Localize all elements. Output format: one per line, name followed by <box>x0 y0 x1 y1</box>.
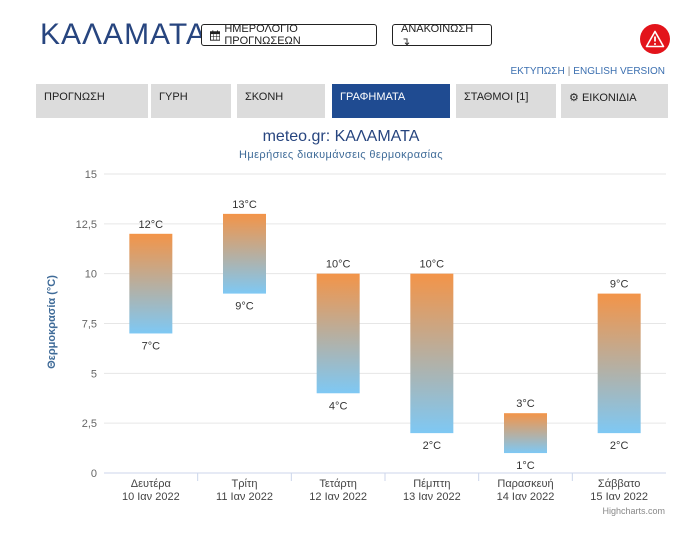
min-temp-label: 2°C <box>610 440 629 452</box>
highcharts-credit[interactable]: Highcharts.com <box>602 506 665 516</box>
temperature-range-bar <box>316 273 360 394</box>
x-tick-day: Δευτέρα <box>131 478 172 490</box>
y-tick-label: 2,5 <box>82 418 97 430</box>
temperature-range-bar <box>504 413 547 454</box>
tab-icons[interactable]: ⚙ ΕΙΚΟΝΙΔΙΑ <box>561 84 668 118</box>
max-temp-label: 12°C <box>139 219 164 231</box>
max-temp-label: 13°C <box>232 199 257 211</box>
x-tick-date: 15 Ιαν 2022 <box>590 491 648 503</box>
tab-pollen[interactable]: ΓΥΡΗ <box>151 84 231 118</box>
x-tick-date: 14 Ιαν 2022 <box>497 491 555 503</box>
x-tick-day: Σάββατο <box>598 478 640 490</box>
tab-label: ΣΚΟΝΗ <box>245 91 284 103</box>
warning-button[interactable] <box>640 24 670 54</box>
x-tick-day: Πέμπτη <box>413 478 450 490</box>
tab-forecast[interactable]: ΠΡΟΓΝΩΣΗ <box>36 84 148 118</box>
max-temp-label: 10°C <box>420 259 445 271</box>
y-tick-label: 0 <box>91 468 97 480</box>
forecast-calendar-button[interactable]: ΗΜΕΡΟΛΟΓΙΟ ΠΡΟΓΝΩΣΕΩΝ <box>201 23 377 47</box>
min-temp-label: 9°C <box>235 301 254 313</box>
tab-label: ΓΡΑΦΗΜΑΤΑ <box>340 91 406 103</box>
announcement-label: ΑΝΑΚΟΙΝΩΣΗ ↴ <box>401 22 474 48</box>
tab-charts[interactable]: ΓΡΑΦΗΜΑΤΑ <box>332 84 450 118</box>
x-tick-date: 12 Ιαν 2022 <box>309 491 367 503</box>
x-tick-day: Τρίτη <box>232 478 258 490</box>
x-tick-day: Παρασκευή <box>497 478 553 490</box>
max-temp-label: 10°C <box>326 259 351 271</box>
chart-title: meteo.gr: ΚΑΛΑΜΑΤΑ <box>262 128 420 145</box>
calendar-icon <box>210 29 221 41</box>
tab-dust[interactable]: ΣΚΟΝΗ <box>237 84 325 118</box>
link-separator: | <box>567 66 571 77</box>
warning-icon <box>645 30 665 48</box>
y-tick-label: 10 <box>85 269 97 281</box>
x-tick-date: 10 Ιαν 2022 <box>122 491 180 503</box>
chart-subtitle: Ημερήσιες διακυμάνσεις θερμοκρασίας <box>239 149 443 161</box>
y-tick-label: 15 <box>85 169 97 181</box>
tab-label: ΣΤΑΘΜΟΙ [1] <box>464 91 529 103</box>
tab-label: ΓΥΡΗ <box>159 91 188 103</box>
min-temp-label: 1°C <box>516 460 535 472</box>
x-tick-date: 13 Ιαν 2022 <box>403 491 461 503</box>
x-tick-day: Τετάρτη <box>319 478 357 490</box>
y-tick-label: 7,5 <box>82 319 97 331</box>
top-links: ΕΚΤΥΠΩΣΗ | ENGLISH VERSION <box>510 66 665 77</box>
max-temp-label: 9°C <box>610 279 629 291</box>
min-temp-label: 2°C <box>423 440 442 452</box>
gear-icon: ⚙ <box>569 92 579 104</box>
min-temp-label: 7°C <box>142 340 161 352</box>
y-axis-label: Θερμοκρασία (°C) <box>46 275 58 369</box>
temperature-range-bar <box>223 213 266 294</box>
y-tick-label: 5 <box>91 368 97 380</box>
temperature-range-bar <box>410 273 454 434</box>
y-tick-label: 12,5 <box>76 219 97 231</box>
forecast-calendar-label: ΗΜΕΡΟΛΟΓΙΟ ΠΡΟΓΝΩΣΕΩΝ <box>224 23 301 47</box>
tab-label: ΕΙΚΟΝΙΔΙΑ <box>581 92 637 104</box>
temperature-range-bar <box>597 293 641 434</box>
print-link[interactable]: ΕΚΤΥΠΩΣΗ <box>510 66 565 77</box>
x-tick-date: 11 Ιαν 2022 <box>216 491 273 503</box>
tab-label: ΠΡΟΓΝΩΣΗ <box>44 91 105 103</box>
english-version-link[interactable]: ENGLISH VERSION <box>573 66 665 77</box>
tab-stations[interactable]: ΣΤΑΘΜΟΙ [1] <box>456 84 556 118</box>
min-temp-label: 4°C <box>329 400 348 412</box>
temperature-range-bar <box>129 233 173 334</box>
max-temp-label: 3°C <box>516 398 535 410</box>
page-title: ΚΑΛΑΜΑΤΑ <box>40 18 207 51</box>
announcement-button[interactable]: ΑΝΑΚΟΙΝΩΣΗ ↴ <box>392 22 492 48</box>
